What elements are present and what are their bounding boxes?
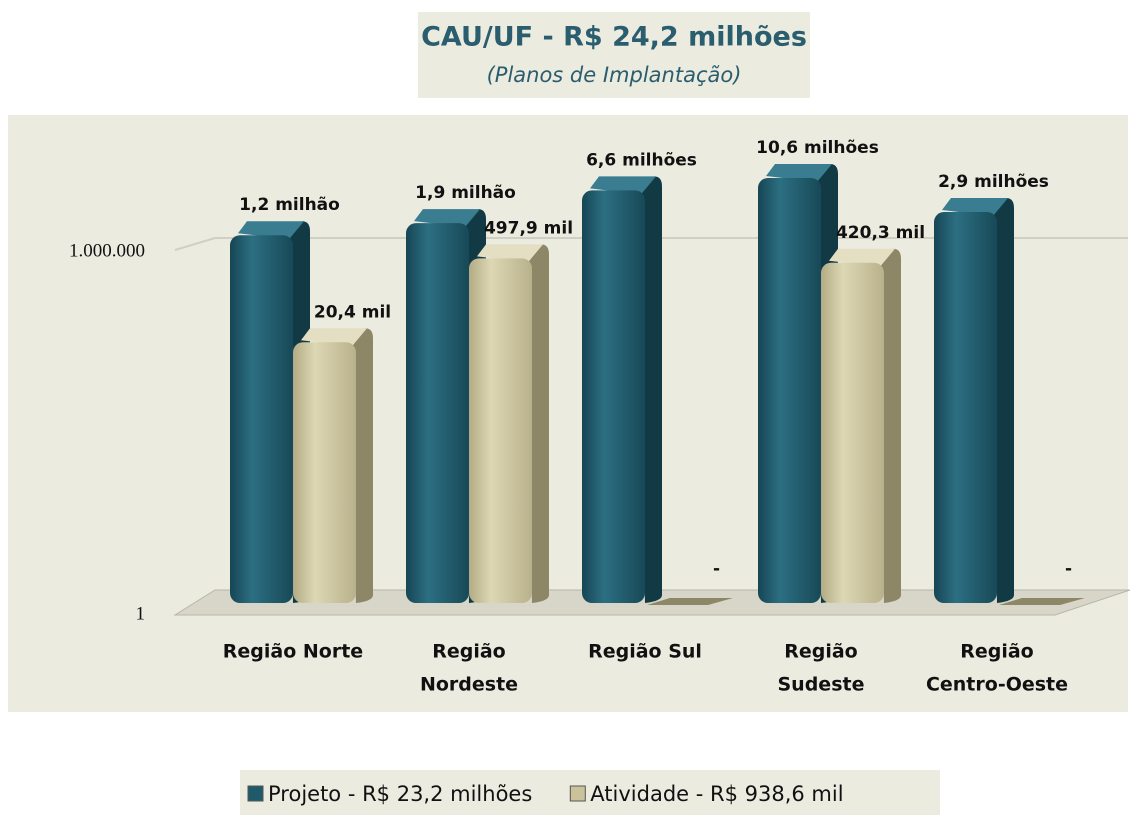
bar-part — [942, 198, 1008, 217]
x-tick-label: Região — [432, 641, 506, 663]
bar-part — [766, 163, 832, 182]
chart-subtitle: (Planos de Implantação) — [487, 63, 742, 87]
bar — [582, 176, 662, 603]
bar — [293, 328, 373, 603]
legend-swatch — [569, 785, 586, 802]
bar-part — [829, 248, 895, 267]
bar — [469, 244, 549, 603]
x-tick-label: Centro-Oeste — [926, 674, 1068, 696]
bar-part — [230, 235, 293, 603]
bar-part — [293, 342, 356, 603]
bar-part — [469, 258, 532, 603]
bar — [999, 598, 1085, 605]
bar-part — [758, 177, 821, 603]
x-tick-label: Região Sul — [588, 641, 702, 663]
bar-part — [647, 598, 733, 605]
legend-label: Projeto - R$ 23,2 milhões — [268, 782, 532, 806]
x-tick-label: Região Norte — [223, 641, 363, 663]
value-label: 20,4 mil — [314, 302, 391, 322]
x-tick-label: Nordeste — [420, 674, 518, 696]
value-label: 497,9 mil — [484, 218, 573, 238]
value-label: 1,2 milhão — [239, 195, 340, 215]
bar — [821, 248, 901, 603]
y-tick-label: 1 — [136, 603, 146, 624]
x-tick-label: Sudeste — [778, 674, 865, 696]
bar-part — [477, 244, 543, 263]
title-box — [418, 12, 810, 98]
bar — [647, 598, 733, 605]
bar-part — [301, 328, 367, 347]
legend-box — [240, 770, 940, 815]
value-label: 10,6 milhões — [756, 138, 879, 158]
bar-part — [582, 190, 645, 603]
bar-part — [406, 223, 469, 603]
x-tick-label: Região — [784, 641, 858, 663]
chart-title: CAU/UF - R$ 24,2 milhões — [421, 22, 807, 53]
value-label: 6,6 milhões — [586, 150, 697, 170]
legend-swatch — [247, 785, 264, 802]
bar-part — [590, 176, 656, 195]
x-tick-label: Região — [960, 641, 1034, 663]
legend-label: Atividade - R$ 938,6 mil — [590, 782, 843, 806]
bar-part — [934, 212, 997, 604]
value-label: - — [1065, 559, 1072, 579]
bar-part — [821, 262, 884, 603]
y-tick-label: 1.000.000 — [69, 240, 145, 261]
bar-part — [238, 221, 304, 240]
value-label: 2,9 milhões — [938, 172, 1049, 192]
value-label: 1,9 milhão — [415, 183, 516, 203]
value-label: - — [713, 559, 720, 579]
value-label: 420,3 mil — [836, 223, 925, 243]
bar-part — [414, 209, 480, 228]
bar — [934, 198, 1014, 604]
bar-part — [999, 598, 1085, 605]
